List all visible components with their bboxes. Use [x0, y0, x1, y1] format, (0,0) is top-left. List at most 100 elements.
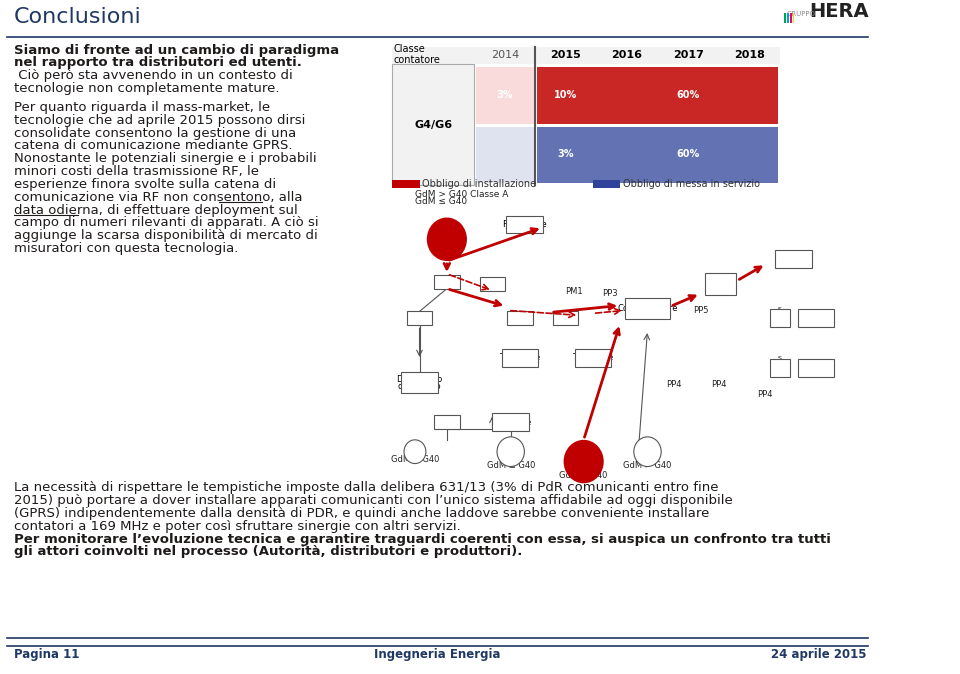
Text: 2014: 2014 [491, 49, 519, 59]
Text: SAC: SAC [709, 279, 732, 288]
Text: GdM ≤ G40: GdM ≤ G40 [415, 197, 468, 206]
FancyBboxPatch shape [770, 359, 790, 377]
Text: aggiunge la scarsa disponibilità di mercato di: aggiunge la scarsa disponibilità di merc… [13, 229, 318, 242]
Circle shape [564, 440, 604, 483]
Text: (GPRS) indipendentemente dalla densità di PDR, e quindi anche laddove sarebbe co: (GPRS) indipendentemente dalla densità d… [13, 507, 709, 520]
Text: Ingegneria Energia: Ingegneria Energia [374, 648, 501, 661]
Text: Ripetitore: Ripetitore [502, 220, 547, 229]
Text: domestico: domestico [397, 382, 442, 391]
Text: misuratori con questa tecnologia.: misuratori con questa tecnologia. [13, 242, 238, 255]
Text: campo di numeri rilevanti di apparati. A ciò si: campo di numeri rilevanti di apparati. A… [13, 216, 319, 229]
Circle shape [404, 440, 426, 464]
Text: Ciò però sta avvenendo in un contesto di: Ciò però sta avvenendo in un contesto di [13, 69, 293, 82]
Text: PM1: PM1 [565, 286, 583, 296]
FancyBboxPatch shape [793, 13, 794, 23]
FancyBboxPatch shape [434, 275, 460, 288]
Text: 2016: 2016 [612, 49, 642, 59]
Text: GdM > G40: GdM > G40 [623, 462, 672, 470]
Text: PM1: PM1 [557, 314, 574, 323]
FancyBboxPatch shape [798, 359, 834, 377]
Text: PP4: PP4 [756, 390, 773, 400]
FancyBboxPatch shape [407, 311, 432, 326]
Text: Dispositivo: Dispositivo [396, 375, 443, 384]
Text: nel rapporto tra distributori ed utenti.: nel rapporto tra distributori ed utenti. [13, 57, 301, 69]
Circle shape [497, 437, 524, 466]
FancyBboxPatch shape [784, 13, 786, 23]
Text: Pagina 11: Pagina 11 [13, 648, 79, 661]
FancyBboxPatch shape [501, 349, 538, 367]
Text: PM1: PM1 [438, 418, 456, 427]
FancyBboxPatch shape [476, 127, 534, 183]
Text: Classe
contatore: Classe contatore [394, 44, 441, 65]
FancyBboxPatch shape [392, 180, 420, 188]
Text: 3%: 3% [496, 90, 513, 100]
Text: esperienze finora svolte sulla catena di: esperienze finora svolte sulla catena di [13, 178, 276, 191]
Text: gli attori coinvolti nel processo (Autorità, distributori e produttori).: gli attori coinvolti nel processo (Autor… [13, 545, 522, 559]
Text: PP3: PP3 [602, 288, 617, 298]
Text: HERA: HERA [809, 2, 869, 21]
FancyBboxPatch shape [790, 13, 792, 23]
Text: minori costi della trasmissione RF, le: minori costi della trasmissione RF, le [13, 165, 258, 178]
Text: tecnologie non completamente mature.: tecnologie non completamente mature. [13, 82, 279, 95]
Text: data odierna, di effettuare deployment sul: data odierna, di effettuare deployment s… [13, 204, 298, 216]
FancyBboxPatch shape [592, 180, 620, 188]
Text: PM1: PM1 [484, 279, 501, 288]
FancyBboxPatch shape [401, 371, 438, 394]
FancyBboxPatch shape [507, 311, 533, 326]
Text: 2015: 2015 [550, 49, 581, 59]
Text: PM1: PM1 [411, 314, 428, 323]
Text: Conclusioni: Conclusioni [13, 7, 141, 27]
FancyBboxPatch shape [798, 309, 834, 327]
Text: PP5: PP5 [693, 307, 708, 315]
Text: 2015) può portare a dover installare apparati comunicanti con l’unico sistema af: 2015) può portare a dover installare app… [13, 494, 732, 507]
FancyBboxPatch shape [574, 349, 611, 367]
Text: 3%: 3% [558, 149, 574, 159]
Text: Centro 1: Centro 1 [776, 255, 811, 264]
Text: PP4: PP4 [711, 380, 727, 390]
Text: GdM > G40 Classe A: GdM > G40 Classe A [415, 190, 509, 199]
FancyBboxPatch shape [787, 13, 789, 23]
Circle shape [634, 437, 661, 466]
Text: GdM ≤ G40: GdM ≤ G40 [560, 471, 608, 481]
Text: PM1: PM1 [438, 277, 456, 286]
Text: 24 aprile 2015: 24 aprile 2015 [771, 648, 866, 661]
Text: Centro n: Centro n [798, 363, 834, 372]
Circle shape [427, 218, 467, 261]
Text: 60%: 60% [677, 149, 700, 159]
Text: Siamo di fronte ad un cambio di paradigma: Siamo di fronte ad un cambio di paradigm… [13, 44, 339, 57]
FancyBboxPatch shape [705, 273, 736, 295]
Text: catena di comunicazione mediante GPRS.: catena di comunicazione mediante GPRS. [13, 140, 292, 152]
Text: contatori a 169 MHz e poter così sfruttare sinergie con altri servizi.: contatori a 169 MHz e poter così sfrutta… [13, 520, 461, 532]
Text: La necessità di rispettare le tempistiche imposte dalla delibera 631/13 (3% di P: La necessità di rispettare le tempistich… [13, 481, 718, 494]
FancyBboxPatch shape [434, 415, 460, 429]
Text: Obbligo di installazione: Obbligo di installazione [422, 179, 537, 189]
Text: 10%: 10% [554, 90, 578, 100]
Text: consolidate consentono la gestione di una: consolidate consentono la gestione di un… [13, 127, 296, 140]
Text: Traslatore: Traslatore [491, 418, 531, 427]
Text: PP4: PP4 [665, 380, 682, 390]
FancyBboxPatch shape [553, 311, 578, 326]
Text: Per quanto riguarda il mass-market, le: Per quanto riguarda il mass-market, le [13, 101, 270, 114]
Text: Nonostante le potenziali sinergie e i probabili: Nonostante le potenziali sinergie e i pr… [13, 152, 316, 165]
FancyBboxPatch shape [480, 277, 505, 290]
FancyBboxPatch shape [392, 47, 780, 65]
Text: Per monitorare l’evoluzione tecnica e garantire traguardi coerenti con essa, si : Per monitorare l’evoluzione tecnica e ga… [13, 532, 830, 545]
FancyBboxPatch shape [476, 67, 534, 123]
FancyBboxPatch shape [506, 216, 542, 233]
Text: comunicazione via RF non consentono, alla: comunicazione via RF non consentono, all… [13, 191, 302, 204]
Text: tecnologie che ad aprile 2015 possono dirsi: tecnologie che ad aprile 2015 possono di… [13, 114, 305, 127]
FancyBboxPatch shape [775, 250, 811, 268]
FancyBboxPatch shape [538, 67, 778, 123]
Text: GdM ≤ G40: GdM ≤ G40 [487, 462, 535, 470]
FancyBboxPatch shape [492, 413, 529, 431]
Text: Centro 2: Centro 2 [798, 314, 834, 323]
Text: S
A
C: S A C [778, 307, 782, 324]
FancyBboxPatch shape [538, 127, 778, 183]
Text: Obbligo di messa in servizio: Obbligo di messa in servizio [623, 179, 760, 189]
Text: Traslatore: Traslatore [499, 353, 540, 363]
Text: 2017: 2017 [673, 49, 704, 59]
Text: S
A
C: S A C [778, 357, 782, 373]
Text: Concentratore: Concentratore [617, 304, 678, 313]
FancyBboxPatch shape [625, 297, 670, 319]
Text: 60%: 60% [677, 90, 700, 100]
